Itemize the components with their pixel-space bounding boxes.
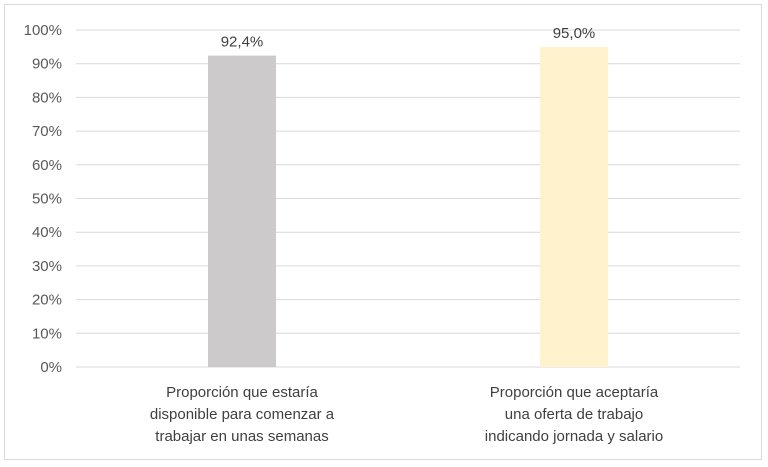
category-labels: Proporción que estaría disponible para co… — [150, 384, 663, 445]
category-label-line: indicando jornada y salario — [485, 428, 663, 445]
y-tick-label: 40% — [32, 224, 62, 241]
bar-2 — [540, 46, 608, 367]
y-tick-label: 0% — [40, 359, 62, 376]
y-tick-label: 90% — [32, 56, 62, 73]
data-label-1: 92,4% — [221, 34, 264, 51]
data-label-2: 95,0% — [553, 25, 596, 42]
y-tick-label: 80% — [32, 89, 62, 106]
category-label-line: Proporción que estaría — [166, 384, 318, 401]
category-label-line: Proporción que aceptaría — [490, 384, 659, 401]
data-labels: 92,4% 95,0% — [221, 25, 596, 51]
y-tick-label: 10% — [32, 325, 62, 342]
category-label-line: disponible para comenzar a — [150, 406, 335, 423]
y-tick-label: 60% — [32, 157, 62, 174]
y-tick-label: 30% — [32, 258, 62, 275]
category-label-line: trabajar en unas semanas — [155, 428, 328, 445]
y-tick-label: 100% — [24, 22, 62, 39]
bars — [208, 46, 608, 367]
y-tick-label: 50% — [32, 191, 62, 208]
category-label-line: una oferta de trabajo — [505, 406, 643, 423]
category-label-1: Proporción que estaría disponible para co… — [150, 384, 335, 445]
y-tick-label: 20% — [32, 292, 62, 309]
category-label-2: Proporción que aceptaría una oferta de tr… — [485, 384, 663, 445]
bar-1 — [208, 55, 276, 367]
y-tick-label: 70% — [32, 123, 62, 140]
gridlines — [76, 29, 740, 368]
y-axis-tick-labels: 0% 10% 20% 30% 40% 50% 60% 70% 80% 90% 100% — [24, 22, 62, 376]
